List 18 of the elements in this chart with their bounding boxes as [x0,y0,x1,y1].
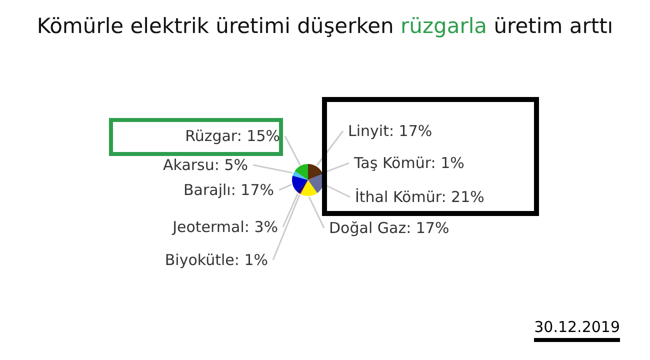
slice-label: Linyit: 17% [348,122,432,140]
pie-slice [300,180,308,194]
slice-label: Biyokütle: 1% [164,251,268,269]
pie-slice [308,164,322,180]
pie-slice [297,180,308,194]
pie-slice [294,164,308,180]
text: 30.12.2019 [534,318,620,342]
pie-slice [292,170,308,180]
chart-title: Kömürle elektrik üretimi düşerken rüzgarla üretim arttı [36,14,614,38]
slice-label: Rüzgar: 15% [185,127,280,145]
slice-label: Doğal Gaz: 17% [329,219,450,237]
slice-label: Akarsu: 5% [163,156,248,174]
slice-label: İthal Kömür: 21% [355,188,484,206]
slice-label: Taş Kömür: 1% [353,154,464,172]
slice-label: Jeotermal: 3% [172,218,278,236]
pie-slice [300,180,318,196]
slice-label: Barajlı: 17% [183,181,274,199]
pie-slice [292,176,308,192]
